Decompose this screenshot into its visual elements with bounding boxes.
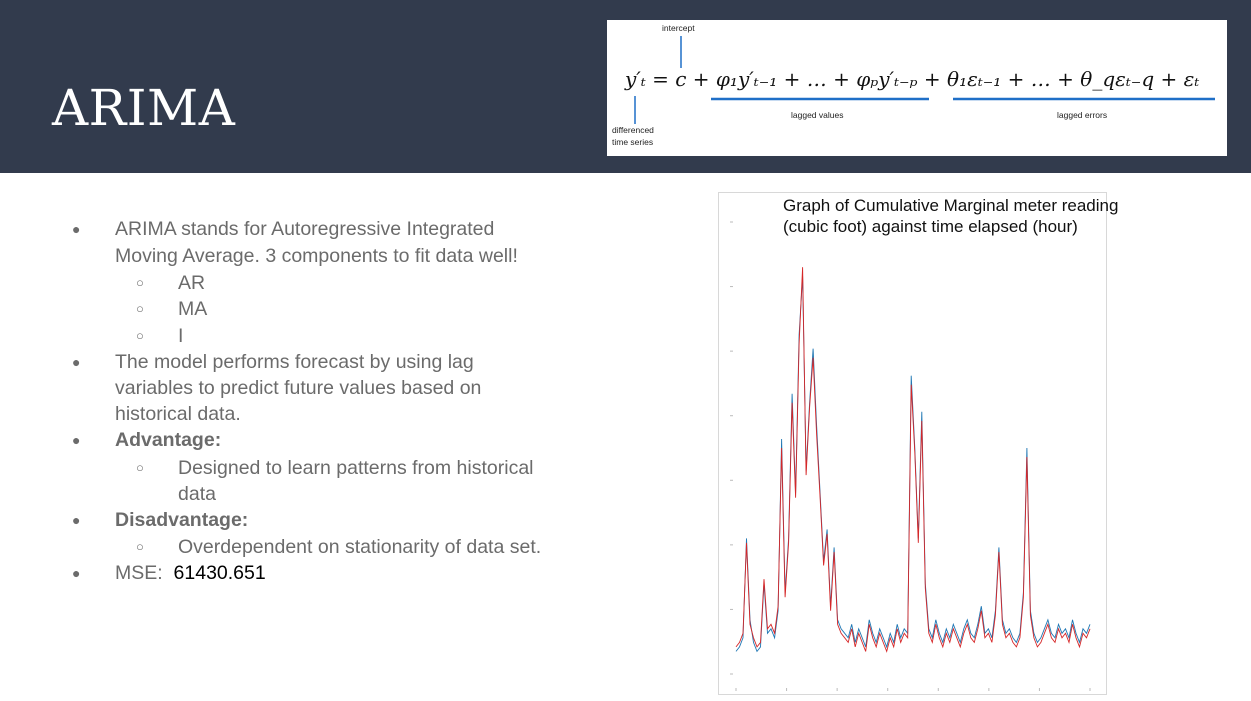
formula-label-time-series: time series bbox=[612, 137, 653, 147]
bullet-dot: ● bbox=[72, 354, 81, 370]
bullet-dot: ● bbox=[72, 221, 81, 237]
mse-label: MSE: bbox=[115, 562, 163, 584]
formula-label-differenced: differenced bbox=[612, 125, 654, 135]
chart-plot-frame bbox=[718, 192, 1107, 695]
mse-value: 61430.651 bbox=[173, 562, 266, 584]
formula-label-lagged-errors: lagged errors bbox=[1057, 110, 1107, 120]
sub-bullet-text: data bbox=[178, 483, 216, 505]
sub-bullet-circle: ○ bbox=[136, 539, 144, 554]
bullet-text: Moving Average. 3 components to fit data… bbox=[115, 245, 518, 267]
sub-bullet-text: Designed to learn patterns from historic… bbox=[178, 457, 534, 479]
sub-bullet-circle: ○ bbox=[136, 301, 144, 316]
forecast-line-chart bbox=[718, 192, 1107, 695]
sub-bullet-text: AR bbox=[178, 272, 206, 294]
sub-bullet-text: I bbox=[178, 325, 184, 347]
bullet-dot: ● bbox=[72, 565, 81, 581]
formula-label-intercept: intercept bbox=[662, 23, 695, 33]
slide-title: ARIMA bbox=[52, 79, 236, 137]
arima-formula: intercept y′ₜ = c + φ₁y′ₜ₋₁ + … + φₚy′ₜ₋… bbox=[607, 20, 1227, 156]
slide-header: ARIMA intercept y′ₜ = c + φ₁y′ₜ₋₁ + … + … bbox=[0, 0, 1251, 173]
chart-title-line-2: (cubic foot) against time elapsed (hour) bbox=[783, 217, 1078, 236]
bullet-dot: ● bbox=[72, 432, 81, 448]
bullet-dot: ● bbox=[72, 512, 81, 528]
mse-text: MSE: 61430.651 bbox=[115, 560, 266, 586]
predicted-series-line bbox=[735, 267, 1091, 653]
bullet-text: historical data. bbox=[115, 403, 241, 425]
bullet-text: variables to predict future values based… bbox=[115, 377, 482, 399]
advantage-heading: Advantage: bbox=[115, 429, 222, 451]
chart-title-line-1: Graph of Cumulative Marginal meter readi… bbox=[783, 196, 1119, 215]
sub-bullet-text: Overdependent on stationarity of data se… bbox=[178, 536, 542, 558]
bullet-text: The model performs forecast by using lag bbox=[115, 351, 474, 373]
formula-label-lagged-values: lagged values bbox=[791, 110, 843, 120]
sub-bullet-text: MA bbox=[178, 298, 208, 320]
formula-expression: y′ₜ = c + φ₁y′ₜ₋₁ + … + φₚy′ₜ₋ₚ + θ₁εₜ₋₁… bbox=[624, 67, 1199, 91]
disadvantage-heading: Disadvantage: bbox=[115, 509, 249, 531]
sub-bullet-circle: ○ bbox=[136, 328, 144, 343]
sub-bullet-circle: ○ bbox=[136, 275, 144, 290]
bullet-text: ARIMA stands for Autoregressive Integrat… bbox=[115, 218, 495, 240]
sub-bullet-circle: ○ bbox=[136, 460, 144, 475]
chart-title: Graph of Cumulative Marginal meter readi… bbox=[783, 195, 1118, 237]
